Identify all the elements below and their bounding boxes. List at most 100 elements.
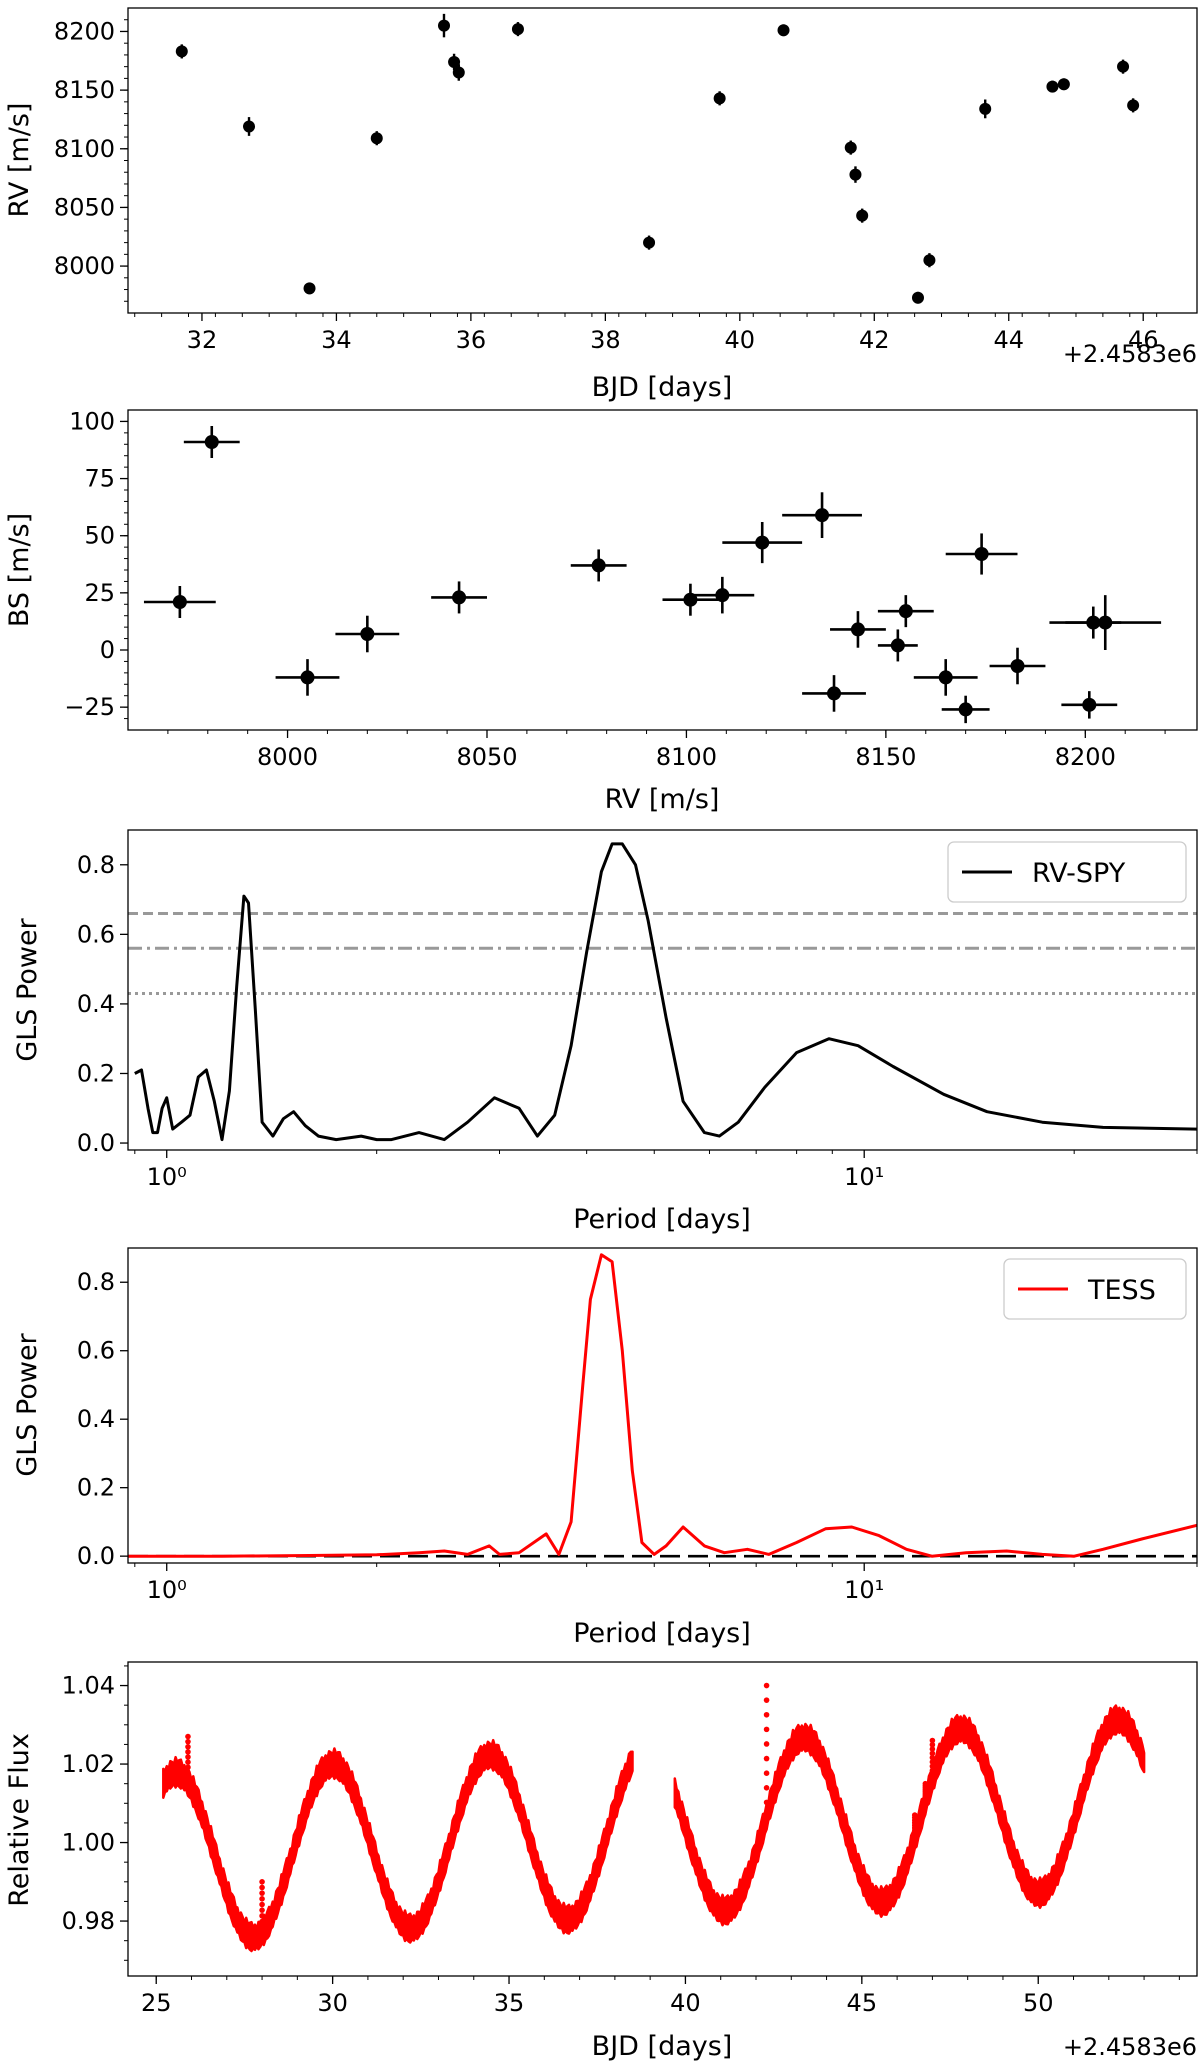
bs-point [938,670,953,685]
flux-flare-point [911,1812,918,1818]
gls-rv-marks [128,842,1198,1142]
x-tick-label: 8150 [855,743,916,771]
bs-point [591,558,606,573]
rv-point [777,24,790,37]
x-tick-label: 8000 [257,743,318,771]
y-tick-label: 75 [84,465,115,493]
flux-flare-point [929,1776,936,1782]
x-tick-label: 40 [725,326,756,354]
flux-flare-point [185,1759,191,1765]
bs-rv-ticks: 8000 8050 8100 8150 8200 −25 0 25 50 75 100 [64,407,1166,771]
bs-rv-xlabel: RV [m/s] [605,784,720,815]
y-tick-label: 8150 [54,76,115,104]
gls-rv-series-line [134,842,1198,1142]
flux-flare-point [929,1737,936,1744]
rv-point [923,254,936,267]
flux-flare-point [763,1814,770,1820]
light-curve-panel: 25 30 35 40 45 500.981.001.021.04 BJD [days] … [4,1661,1198,2062]
rv-point [511,23,524,36]
rv-point [643,236,656,249]
light-curve-ticks: 25 30 35 40 45 50 0.98 1.00 1.02 1.04 [62,1665,1180,2017]
flux-flare-point [185,1769,191,1776]
x-tick-label: 32 [187,326,218,354]
flux-flare-point [763,1741,770,1747]
rv-point [448,55,461,68]
x-tick-label: 10¹ [844,1163,884,1191]
flux-band-segment [673,1704,1146,1927]
gls-rv-panel: 10⁰ 10¹ 0.0 0.2 0.4 0.6 0.8 RV-SPY Period [day… [12,829,1198,1235]
rv-time-marks [175,13,1140,304]
flux-flare-point [185,1749,191,1755]
y-tick-label: 0.4 [77,990,115,1018]
bs-point [1010,659,1025,673]
bs-point [360,627,375,641]
flux-flare-point [185,1743,191,1750]
rv-point [243,120,256,133]
x-tick-label: 36 [456,326,487,354]
rv-point [911,291,924,304]
gls-tess-ticks: 10⁰ 10¹ 0.0 0.2 0.4 0.6 0.8 [77,1268,1198,1604]
y-tick-label: 1.02 [62,1750,115,1778]
y-tick-label: 1.00 [62,1829,115,1857]
gls-rv-ticks: 10⁰ 10¹ 0.0 0.2 0.4 0.6 0.8 [77,851,1198,1191]
bs-point [850,622,865,637]
x-tick-label: 35 [494,1989,525,2017]
bs-point [958,702,973,717]
bs-point [890,638,905,653]
flux-flare-point [259,1896,265,1902]
flux-flare-point [185,1738,191,1745]
rv-time-panel: 32 34 36 38 40 42 44 46 8000 8050 8100 8150 8200 BJD… [4,7,1198,403]
x-tick-label: 42 [859,326,890,354]
x-tick-label: 10¹ [844,1576,884,1604]
bs-point [300,670,315,685]
gls-rv-legend-label: RV-SPY [1032,858,1126,889]
gls-tess-ylabel: GLS Power [12,1332,43,1476]
x-tick-label: 38 [590,326,621,354]
rv-point [1117,60,1130,73]
flux-flare-point [763,1682,770,1689]
flux-flare-point [185,1754,191,1760]
flux-flare-point [763,1770,770,1776]
x-tick-label: 8050 [456,743,517,771]
rv-point [437,19,450,32]
gls-tess-series-line [128,1253,1198,1558]
rv-point [1057,78,1070,91]
gls-tess-legend-label: TESS [1087,1275,1156,1306]
rv-point [844,141,857,154]
y-tick-label: 0.2 [77,1059,115,1087]
bs-point [898,604,913,619]
light-curve-xlabel: BJD [days] [592,2031,733,2062]
flux-flare-point [259,1890,265,1896]
gls-tess-panel: 10⁰ 10¹ 0.0 0.2 0.4 0.6 0.8 TESS Period [days]… [12,1247,1198,1649]
bs-rv-marks [143,426,1162,724]
rv-point [849,168,862,181]
x-tick-label: 34 [321,326,352,354]
y-tick-label: 0.8 [77,851,115,879]
flux-flare-point [259,1918,265,1925]
flux-flare-point [185,1733,191,1740]
x-tick-label: 8200 [1055,743,1116,771]
rv-point [303,282,316,295]
x-tick-label: 40 [670,1989,701,2017]
y-tick-label: −25 [64,693,115,721]
bs-point [204,435,219,449]
gls-tess-marks [128,1253,1198,1558]
bs-point [1082,697,1097,712]
gls-tess-legend: TESS [1003,1258,1187,1320]
bs-point [172,595,187,609]
rv-time-offset-label: +2.4583e6 [1063,340,1197,368]
rv-point [452,66,465,79]
x-tick-label: 50 [1023,1989,1054,2017]
y-tick-label: 1.04 [62,1672,115,1700]
flux-flare-point [185,1764,191,1771]
y-tick-label: 0.4 [77,1405,115,1433]
flux-flare-point [929,1772,936,1778]
x-tick-label: 25 [141,1989,172,2017]
gls-rv-xlabel: Period [days] [573,1204,751,1235]
rv-time-ylabel: RV [m/s] [4,103,35,218]
y-tick-label: 0.98 [62,1907,115,1935]
bs-point [452,590,467,605]
flux-flare-point [259,1924,265,1931]
